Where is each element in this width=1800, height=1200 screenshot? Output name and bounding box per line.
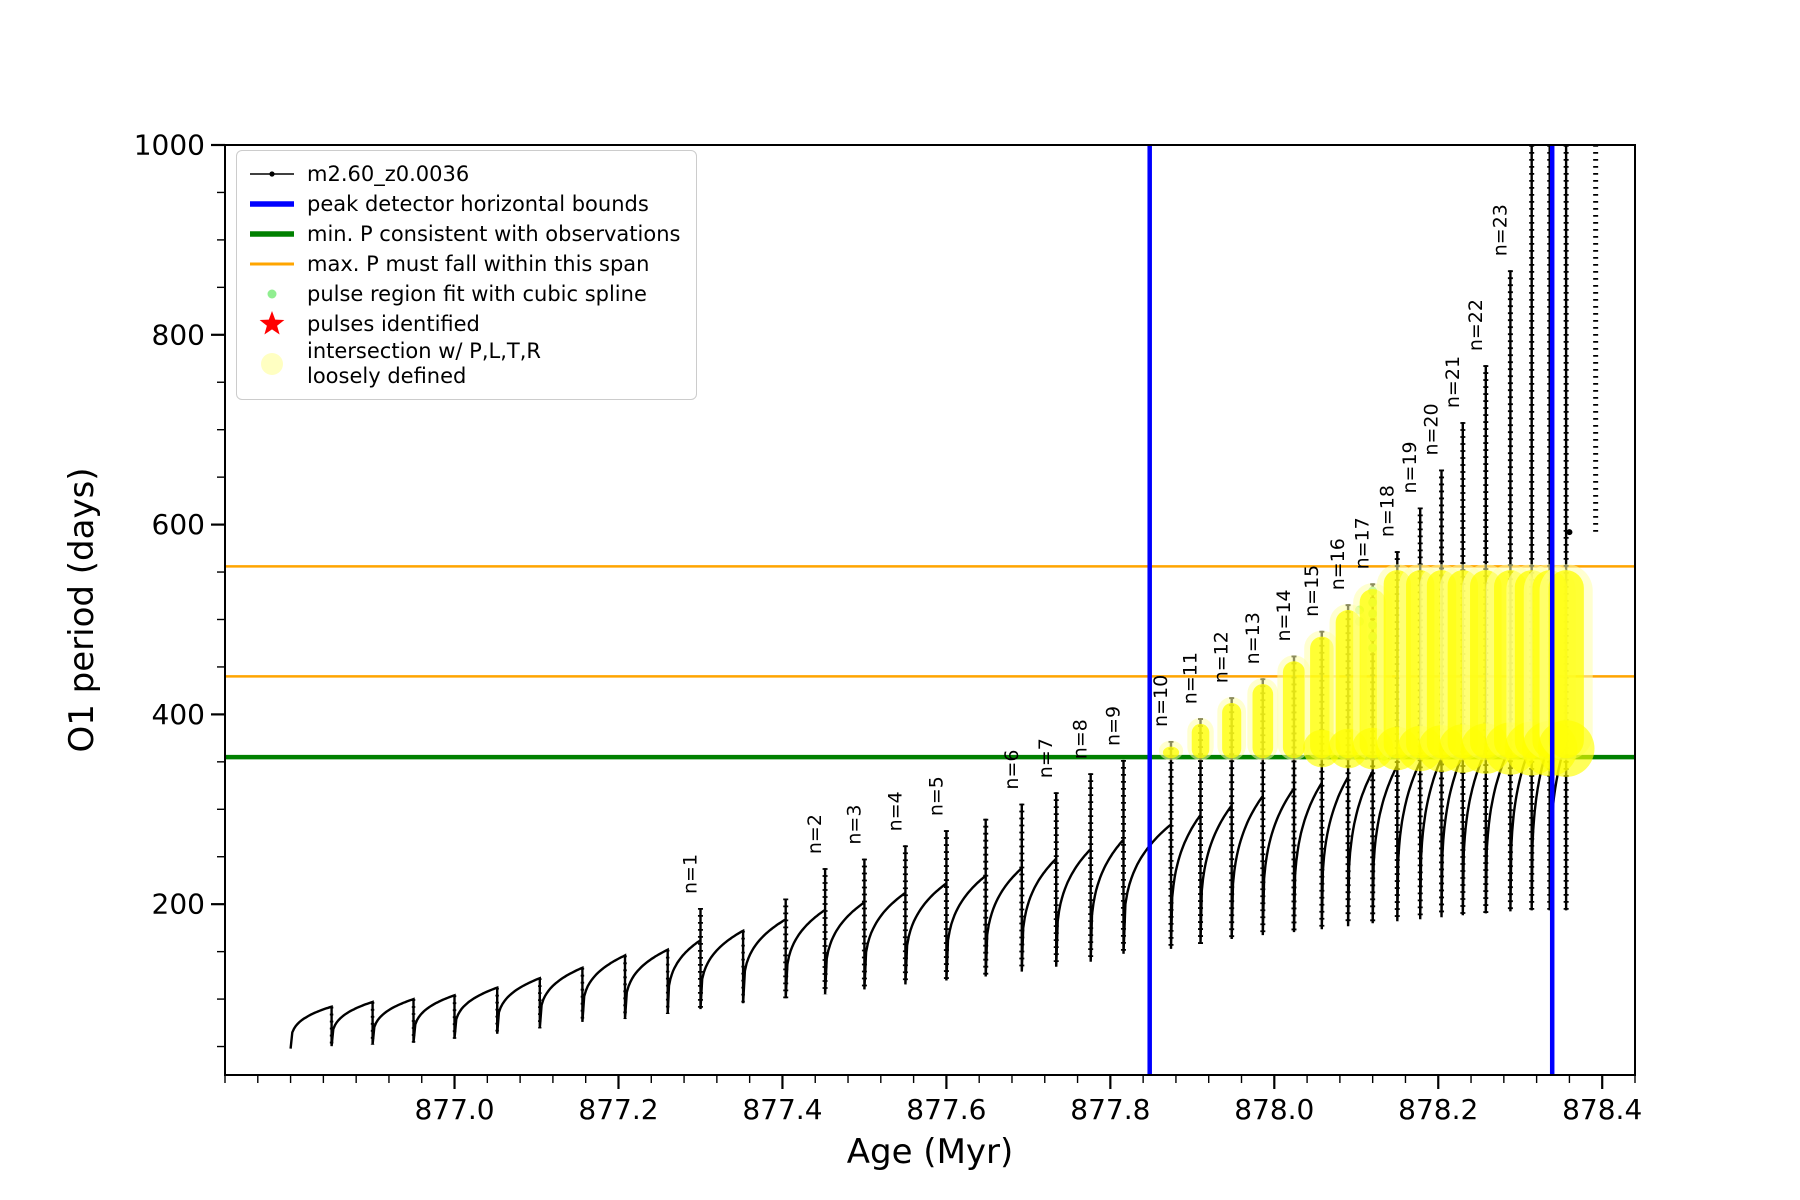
x-tick-label: 878.4: [1562, 1093, 1642, 1126]
pulse-label-n=20: n=20: [1421, 403, 1443, 455]
pulse-label-n=13: n=13: [1242, 612, 1264, 664]
pulse-label-n=6: n=6: [1001, 750, 1023, 790]
pulse-label-n=12: n=12: [1211, 631, 1233, 683]
pulse-label-n=15: n=15: [1301, 565, 1323, 617]
legend-marker-min-p-icon: [247, 220, 297, 248]
pulse-label-n=10: n=10: [1150, 675, 1172, 727]
legend-item-pulses: pulses identified: [247, 309, 680, 339]
intersection-blob: [1191, 723, 1210, 759]
legend-label-pulses: pulses identified: [307, 311, 480, 336]
legend-item-min-p: min. P consistent with observations: [247, 219, 680, 249]
intersection-blob: [1548, 570, 1584, 759]
x-tick-label: 877.4: [742, 1093, 822, 1126]
y-tick-label: 200: [152, 888, 205, 921]
y-tick-label: 1000: [134, 129, 205, 162]
legend-item-peak-bounds: peak detector horizontal bounds: [247, 189, 680, 219]
legend-label-spline: pulse region fit with cubic spline: [307, 281, 647, 306]
legend-label-min-p: min. P consistent with observations: [307, 221, 681, 246]
y-tick-label: 400: [152, 698, 205, 731]
pulse-label-n=22: n=22: [1465, 299, 1487, 351]
pulse-label-n=23: n=23: [1489, 204, 1511, 256]
legend-marker-peak-bounds-icon: [247, 190, 297, 218]
y-tick-label: 600: [152, 508, 205, 541]
x-tick-label: 877.2: [578, 1093, 658, 1126]
legend-item-intersection: intersection w/ P,L,T,R loosely defined: [247, 339, 680, 389]
legend-marker-intersection-icon: [247, 350, 297, 378]
legend-marker-series-icon: [247, 160, 297, 188]
legend-item-spline: pulse region fit with cubic spline: [247, 279, 680, 309]
pulse-label-n=5: n=5: [925, 776, 947, 816]
pulse-label-n=3: n=3: [843, 805, 865, 845]
axes-frame: [224, 144, 1636, 1076]
pulse-label-n=18: n=18: [1376, 485, 1398, 537]
plot-area: [225, 145, 1635, 1049]
pulse-label-n=8: n=8: [1070, 719, 1092, 759]
data-point: [1566, 529, 1573, 536]
pulse-label-n=17: n=17: [1352, 517, 1374, 569]
x-axis-label: Age (Myr): [846, 1132, 1014, 1172]
x-tick-label: 877.8: [1070, 1093, 1150, 1126]
x-tick-label: 877.6: [906, 1093, 986, 1126]
pulse-label-n=11: n=11: [1180, 652, 1202, 704]
legend-item-series: m2.60_z0.0036: [247, 159, 680, 189]
intersection-blob: [1222, 703, 1242, 759]
pulse-label-n=9: n=9: [1102, 706, 1124, 746]
y-tick-label: 800: [152, 318, 205, 351]
y-axis-label: O1 period (days): [62, 467, 102, 753]
legend-marker-max-p-icon: [247, 250, 297, 278]
legend-label-peak-bounds: peak detector horizontal bounds: [307, 191, 649, 216]
intersection-blob: [1252, 684, 1274, 759]
x-tick-label: 878.2: [1398, 1093, 1478, 1126]
pulse-label-n=16: n=16: [1327, 538, 1349, 590]
intersection-blob: [1537, 720, 1595, 777]
pulse-label-n=19: n=19: [1399, 441, 1421, 493]
intersection-blob: [1282, 661, 1306, 759]
pulse-label-n=21: n=21: [1442, 356, 1464, 408]
intersection-blob: [1310, 636, 1334, 759]
intersection-blob: [1162, 746, 1180, 759]
pulse-label-n=1: n=1: [679, 854, 701, 894]
legend-label-series: m2.60_z0.0036: [307, 161, 470, 186]
pulse-label-n=7: n=7: [1035, 738, 1057, 778]
legend-item-max-p: max. P must fall within this span: [247, 249, 680, 279]
pulse-label-n=4: n=4: [884, 791, 906, 831]
legend-marker-spline-icon: [247, 280, 297, 308]
legend-label-intersection: intersection w/ P,L,T,R loosely defined: [307, 339, 541, 388]
x-tick-label: 877.0: [414, 1093, 494, 1126]
pulse-label-n=14: n=14: [1273, 589, 1295, 641]
legend-label-max-p: max. P must fall within this span: [307, 251, 650, 276]
pulse-label-n=2: n=2: [804, 814, 826, 854]
legend-marker-pulses-icon: [247, 310, 297, 338]
x-tick-label: 878.0: [1234, 1093, 1314, 1126]
